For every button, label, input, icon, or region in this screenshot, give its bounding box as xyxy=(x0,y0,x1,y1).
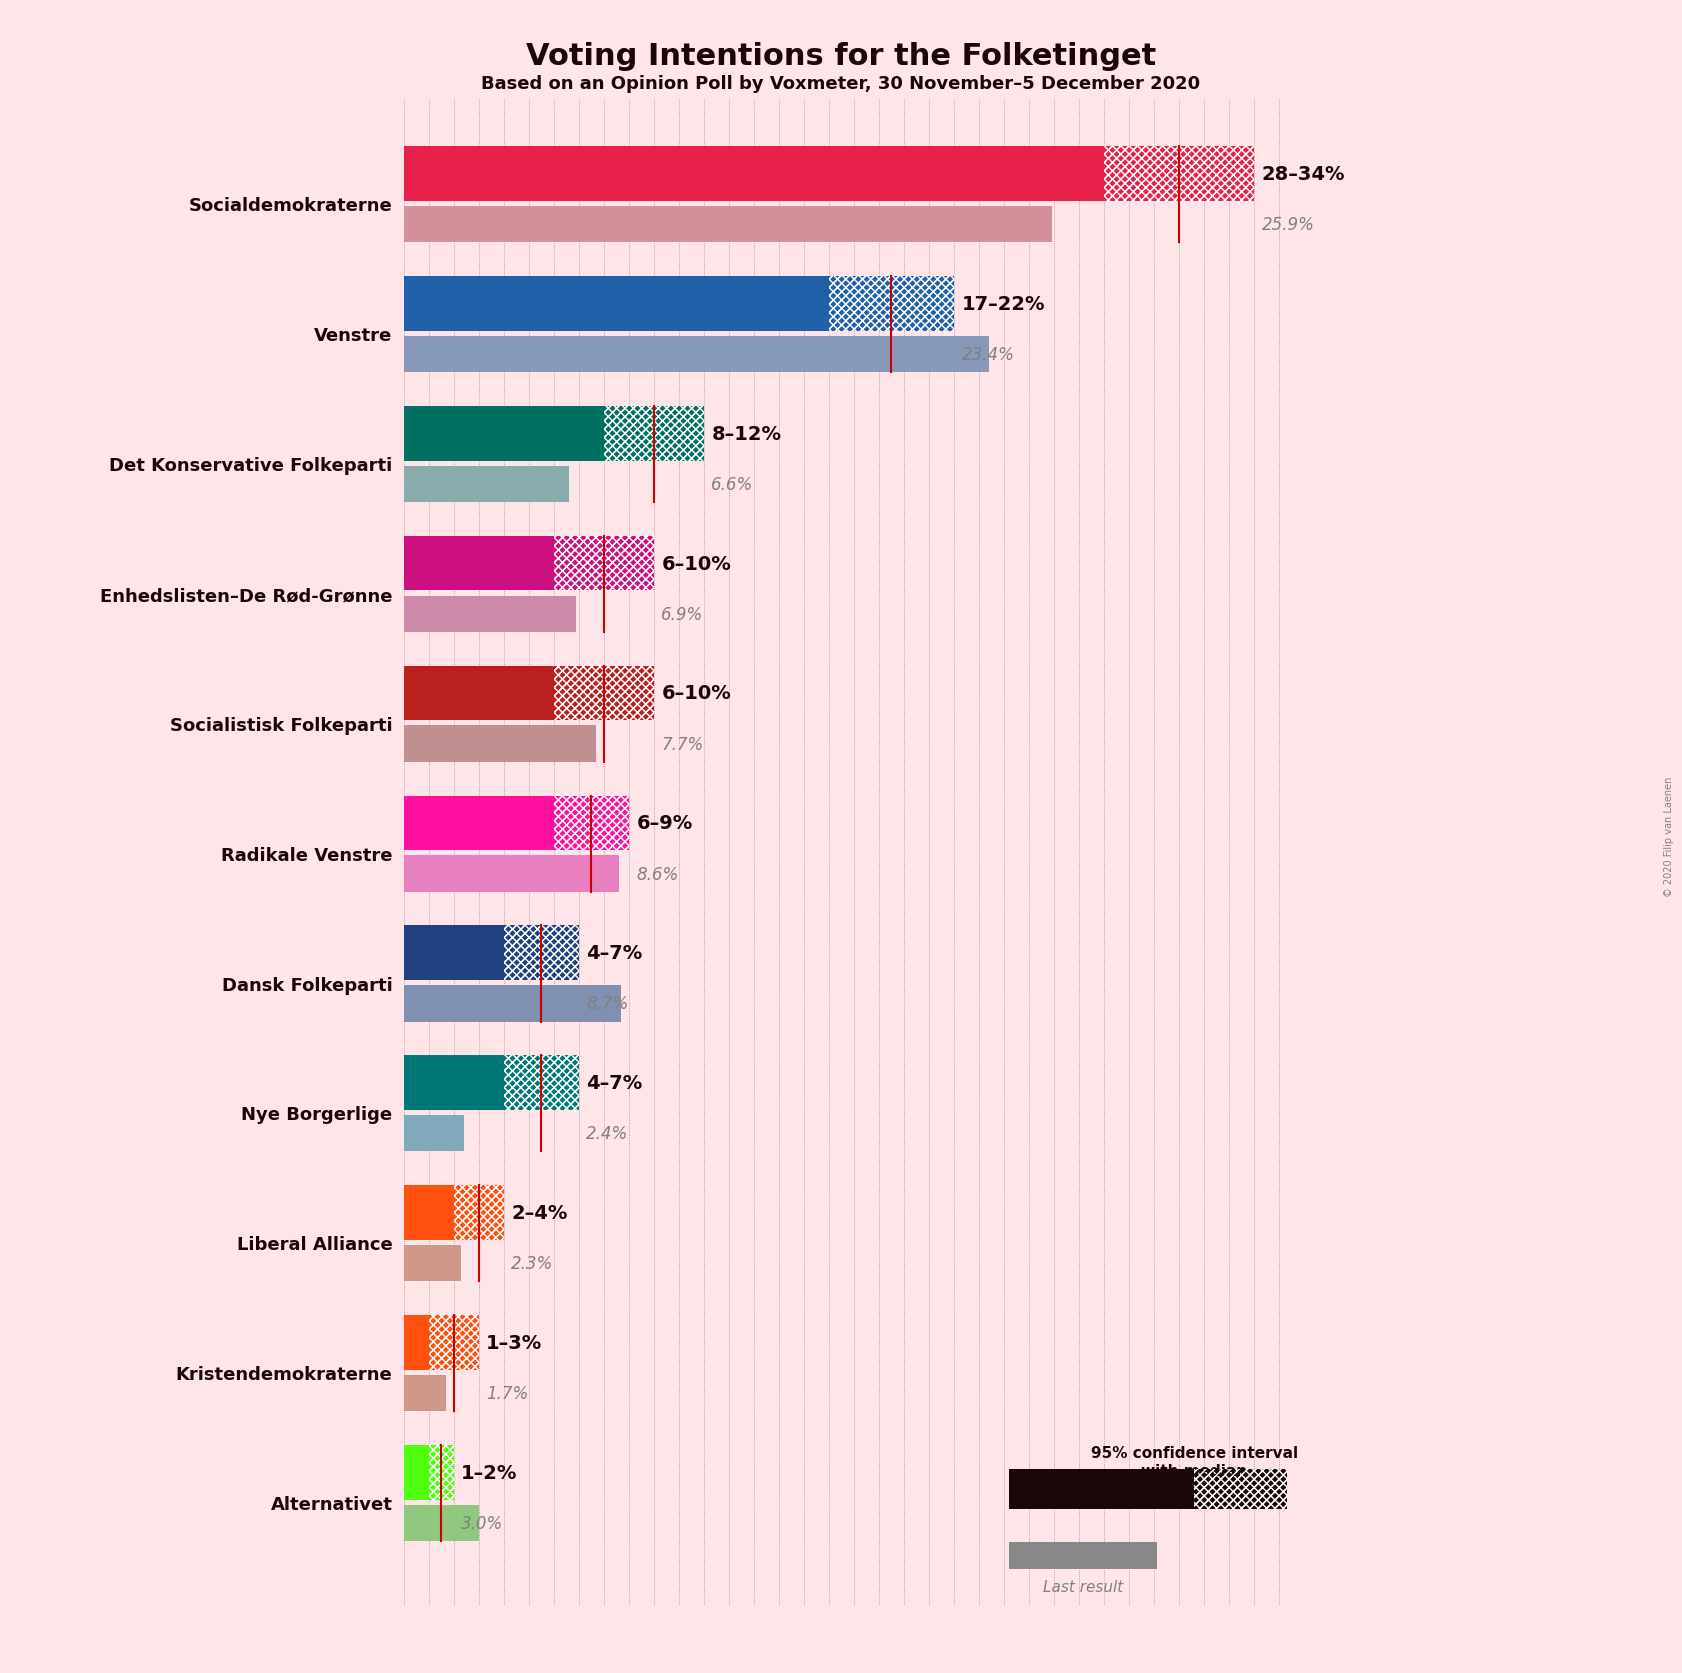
Bar xyxy=(404,726,597,763)
Bar xyxy=(1194,1469,1287,1509)
Bar xyxy=(404,537,553,591)
Bar xyxy=(404,857,619,892)
Bar xyxy=(404,1504,479,1541)
Bar xyxy=(829,278,954,331)
Bar xyxy=(404,796,553,850)
Text: 2–4%: 2–4% xyxy=(511,1203,567,1223)
Bar xyxy=(404,596,577,632)
Bar xyxy=(404,1375,446,1412)
Bar xyxy=(404,1056,503,1111)
Bar xyxy=(1103,147,1255,202)
Text: 8.7%: 8.7% xyxy=(587,995,629,1012)
Bar xyxy=(404,1116,464,1151)
Text: 6–10%: 6–10% xyxy=(661,554,732,574)
Text: 8–12%: 8–12% xyxy=(711,425,782,443)
Bar xyxy=(553,537,654,591)
Bar xyxy=(829,278,954,331)
Bar xyxy=(604,407,703,462)
Bar xyxy=(1009,1543,1157,1569)
Bar xyxy=(429,1445,454,1499)
Bar xyxy=(404,407,604,462)
Text: 6.6%: 6.6% xyxy=(711,475,754,494)
Bar xyxy=(404,336,989,373)
Text: Voting Intentions for the Folketinget: Voting Intentions for the Folketinget xyxy=(526,42,1156,70)
Text: 17–22%: 17–22% xyxy=(962,294,1045,313)
Bar xyxy=(1103,147,1255,202)
Bar xyxy=(404,278,829,331)
Bar xyxy=(553,796,629,850)
Bar xyxy=(454,1186,503,1240)
Bar xyxy=(553,537,654,591)
Bar xyxy=(404,666,553,721)
Text: 6.9%: 6.9% xyxy=(661,606,703,624)
Text: 25.9%: 25.9% xyxy=(1262,216,1315,234)
Bar xyxy=(404,1245,461,1282)
Text: 1–3%: 1–3% xyxy=(486,1333,543,1352)
Text: 28–34%: 28–34% xyxy=(1262,166,1346,184)
Bar xyxy=(404,985,621,1022)
Text: 23.4%: 23.4% xyxy=(962,346,1014,363)
Bar xyxy=(404,1186,454,1240)
Bar xyxy=(503,925,579,980)
Text: 6–9%: 6–9% xyxy=(636,813,693,833)
Bar xyxy=(503,925,579,980)
Bar xyxy=(503,925,579,980)
Text: 4–7%: 4–7% xyxy=(587,1074,643,1092)
Text: 3.0%: 3.0% xyxy=(461,1514,503,1532)
Bar xyxy=(404,1315,429,1370)
Bar xyxy=(553,537,654,591)
Bar xyxy=(454,1186,503,1240)
Bar xyxy=(1194,1469,1287,1509)
Text: 2.3%: 2.3% xyxy=(511,1255,553,1273)
Text: 1.7%: 1.7% xyxy=(486,1384,528,1402)
Bar xyxy=(553,796,629,850)
Text: 7.7%: 7.7% xyxy=(661,734,703,753)
Bar xyxy=(429,1445,454,1499)
Text: 95% confidence interval
with median: 95% confidence interval with median xyxy=(1090,1445,1299,1477)
Bar xyxy=(503,1056,579,1111)
Bar xyxy=(553,666,654,721)
Bar xyxy=(404,1445,429,1499)
Bar xyxy=(404,207,1051,243)
Bar xyxy=(829,278,954,331)
Bar xyxy=(429,1315,479,1370)
Text: 1–2%: 1–2% xyxy=(461,1462,518,1482)
Bar xyxy=(604,407,703,462)
Bar xyxy=(454,1186,503,1240)
Bar xyxy=(1103,147,1255,202)
Bar xyxy=(503,1056,579,1111)
Bar xyxy=(404,925,503,980)
Bar xyxy=(429,1445,454,1499)
Bar xyxy=(553,796,629,850)
Bar xyxy=(553,666,654,721)
Text: 6–10%: 6–10% xyxy=(661,684,732,703)
Bar xyxy=(604,407,703,462)
Text: © 2020 Filip van Laenen: © 2020 Filip van Laenen xyxy=(1663,776,1674,897)
Bar xyxy=(553,666,654,721)
Bar xyxy=(1009,1469,1194,1509)
Bar xyxy=(429,1315,479,1370)
Bar xyxy=(503,1056,579,1111)
Bar xyxy=(404,467,569,504)
Bar xyxy=(429,1315,479,1370)
Text: 2.4%: 2.4% xyxy=(587,1124,629,1143)
Text: Last result: Last result xyxy=(1043,1579,1124,1594)
Text: 4–7%: 4–7% xyxy=(587,944,643,962)
Text: Based on an Opinion Poll by Voxmeter, 30 November–5 December 2020: Based on an Opinion Poll by Voxmeter, 30… xyxy=(481,75,1201,94)
Text: 8.6%: 8.6% xyxy=(636,865,678,883)
Bar xyxy=(404,147,1103,202)
